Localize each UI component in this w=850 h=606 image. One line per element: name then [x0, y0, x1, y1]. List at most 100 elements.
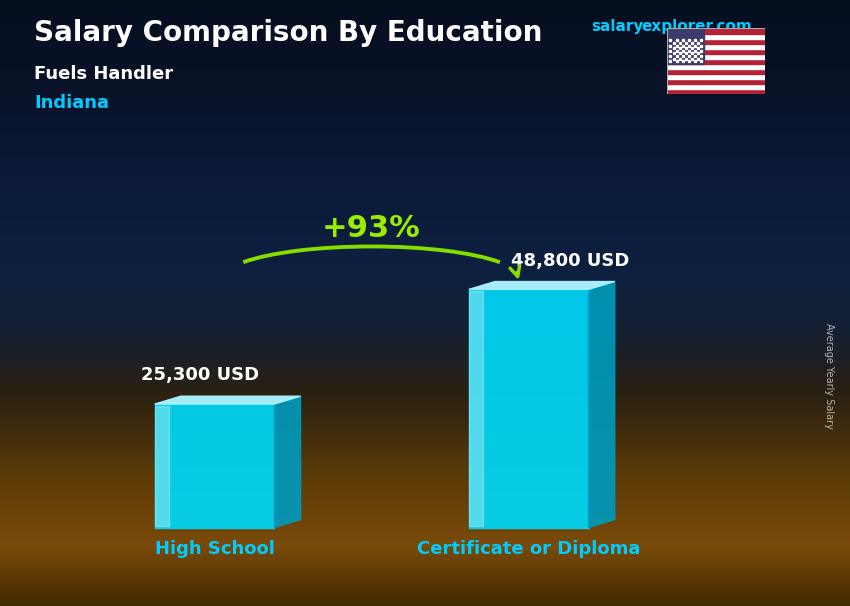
Bar: [0, 64, 850, 67]
Text: Indiana: Indiana: [34, 94, 109, 112]
Bar: [0, 594, 850, 597]
Bar: [0, 255, 850, 258]
Bar: [0, 91, 850, 94]
Bar: [0, 239, 850, 242]
Bar: [0, 573, 850, 576]
Bar: [0, 324, 850, 327]
Polygon shape: [155, 404, 275, 527]
Bar: [667, 33, 765, 39]
Bar: [0, 227, 850, 230]
Bar: [0, 158, 850, 161]
Bar: [0, 306, 850, 309]
Bar: [0, 576, 850, 579]
Bar: [667, 39, 765, 44]
Bar: [0, 439, 850, 442]
Bar: [0, 318, 850, 321]
Text: Fuels Handler: Fuels Handler: [34, 65, 173, 83]
Bar: [0, 61, 850, 64]
Bar: [0, 518, 850, 521]
Bar: [0, 458, 850, 461]
Bar: [0, 418, 850, 421]
Bar: [0, 142, 850, 145]
Bar: [0, 3, 850, 6]
Bar: [0, 133, 850, 136]
Bar: [0, 342, 850, 345]
Bar: [0, 333, 850, 336]
Bar: [0, 194, 850, 197]
Polygon shape: [469, 290, 588, 527]
Bar: [0, 0, 850, 3]
Bar: [0, 551, 850, 554]
Bar: [667, 74, 765, 79]
Bar: [0, 170, 850, 173]
Bar: [667, 84, 765, 89]
Text: Average Yearly Salary: Average Yearly Salary: [824, 323, 834, 428]
Bar: [667, 48, 765, 54]
Bar: [0, 509, 850, 512]
Bar: [0, 382, 850, 385]
Bar: [0, 115, 850, 118]
Bar: [0, 97, 850, 100]
Bar: [0, 130, 850, 133]
Bar: [0, 394, 850, 397]
Bar: [0, 67, 850, 70]
Bar: [0, 321, 850, 324]
Bar: [0, 600, 850, 603]
Bar: [0, 161, 850, 164]
Bar: [667, 79, 765, 84]
Bar: [0, 585, 850, 588]
Bar: [0, 121, 850, 124]
Bar: [0, 109, 850, 112]
Bar: [0, 448, 850, 451]
Bar: [0, 567, 850, 570]
Bar: [0, 530, 850, 533]
Bar: [0, 433, 850, 436]
Bar: [0, 58, 850, 61]
Bar: [0, 373, 850, 376]
Bar: [0, 494, 850, 497]
Bar: [0, 351, 850, 355]
Bar: [0, 361, 850, 364]
Text: explorer.com: explorer.com: [642, 19, 752, 35]
Bar: [0, 288, 850, 291]
Bar: [0, 173, 850, 176]
Bar: [0, 591, 850, 594]
Bar: [0, 588, 850, 591]
Bar: [0, 197, 850, 200]
Bar: [0, 403, 850, 406]
Text: +93%: +93%: [322, 214, 421, 243]
Bar: [0, 582, 850, 585]
Bar: [0, 339, 850, 342]
Bar: [0, 564, 850, 567]
Bar: [0, 470, 850, 473]
Bar: [0, 424, 850, 427]
Bar: [0, 218, 850, 221]
Bar: [0, 182, 850, 185]
Bar: [0, 312, 850, 315]
Bar: [0, 336, 850, 339]
Bar: [0, 327, 850, 330]
Bar: [0, 185, 850, 188]
Text: 25,300 USD: 25,300 USD: [140, 367, 258, 384]
Bar: [0, 491, 850, 494]
Bar: [0, 258, 850, 261]
Text: salary: salary: [591, 19, 643, 35]
Bar: [0, 391, 850, 394]
Bar: [0, 6, 850, 9]
Bar: [0, 442, 850, 445]
Bar: [0, 436, 850, 439]
Bar: [0, 521, 850, 524]
Bar: [667, 44, 765, 48]
Polygon shape: [667, 28, 705, 64]
Bar: [0, 461, 850, 464]
Bar: [0, 406, 850, 409]
Bar: [667, 59, 765, 64]
Bar: [0, 503, 850, 506]
Bar: [0, 167, 850, 170]
Bar: [0, 415, 850, 418]
Bar: [0, 82, 850, 85]
Bar: [0, 536, 850, 539]
Bar: [0, 136, 850, 139]
Bar: [0, 485, 850, 488]
Bar: [0, 348, 850, 351]
